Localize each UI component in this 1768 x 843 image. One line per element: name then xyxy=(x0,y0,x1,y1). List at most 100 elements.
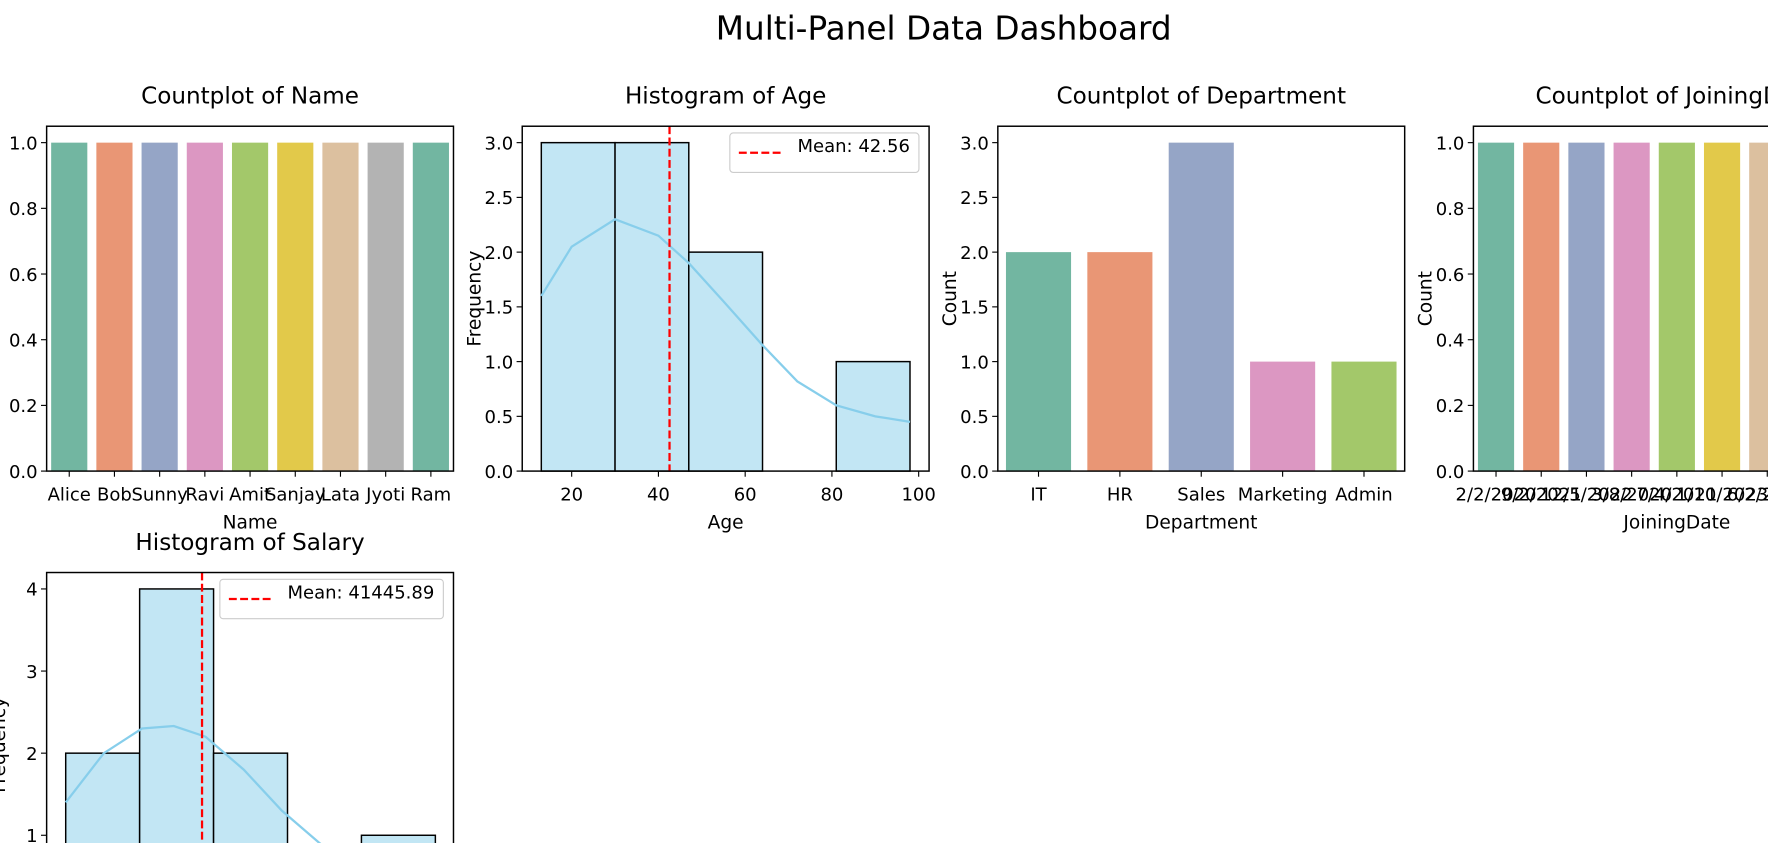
y-tick-label: 1.0 xyxy=(1436,133,1465,154)
y-tick-label: 2.5 xyxy=(960,188,989,209)
legend-label: Mean: 42.56 xyxy=(797,136,909,157)
x-tick-label: 7/4/2021 xyxy=(1636,484,1717,505)
y-tick-label: 1.0 xyxy=(485,352,514,373)
panel: Countplot of Name 0.0 0.2 0.4 0.6 0.8 1.0 Name A… xyxy=(9,84,455,534)
kde-curve xyxy=(540,218,911,423)
panel: Countplot of Department 0.0 0.5 1.0 1.5 2.0 2.… xyxy=(940,84,1406,534)
x-tick-label: Sanjay xyxy=(265,484,326,505)
y-tick-label: 0.6 xyxy=(9,265,38,286)
y-axis-label: Count xyxy=(940,271,961,326)
bar xyxy=(186,142,223,472)
y-tick-label: 0.0 xyxy=(960,462,989,483)
x-tick-label: Ram xyxy=(411,484,452,505)
x-axis-label: Department xyxy=(1145,513,1257,534)
legend-box xyxy=(219,578,444,620)
bar xyxy=(141,142,178,472)
histogram-bar xyxy=(688,251,764,472)
x-tick-label: Alice xyxy=(48,484,91,505)
panel-title: Countplot of JoiningDate xyxy=(1536,84,1768,110)
y-tick-label: 1.5 xyxy=(485,298,514,319)
panel-title: Histogram of Age xyxy=(625,84,826,110)
bar xyxy=(412,142,449,472)
x-tick-label: Jyoti xyxy=(365,484,405,505)
y-tick-label: 3.0 xyxy=(485,133,514,154)
histogram-bar xyxy=(64,752,141,843)
panel-title: Countplot of Department xyxy=(1056,84,1346,110)
x-tick-label: Lata xyxy=(321,484,360,505)
x-tick-label: 1/10/2023 xyxy=(1676,484,1768,505)
histogram-bar xyxy=(540,141,616,472)
x-tick-label: 12/5/2022 xyxy=(1540,484,1632,505)
x-tick-label: 6/2/2022 xyxy=(1727,484,1768,505)
bar xyxy=(1168,142,1234,472)
y-tick-label: 2.0 xyxy=(485,243,514,264)
histogram-bar xyxy=(212,752,289,843)
y-axis-label: Frequency xyxy=(0,697,10,793)
bar xyxy=(1568,142,1605,472)
x-tick-label: 2/2/2020 xyxy=(1456,484,1537,505)
panel-title: Histogram of Salary xyxy=(135,530,364,556)
bar xyxy=(277,142,314,472)
x-tick-label: Ravi xyxy=(185,484,224,505)
bar xyxy=(1250,361,1316,472)
x-axis-label: Name xyxy=(223,513,278,534)
x-tick-label: IT xyxy=(1030,484,1047,505)
y-tick-label: 0.0 xyxy=(485,462,514,483)
bar xyxy=(1005,252,1072,472)
x-axis-label: JoiningDate xyxy=(1622,513,1730,534)
x-tick-label: Sunny xyxy=(131,484,188,505)
axes-frame xyxy=(45,125,455,472)
y-tick-label: 3.0 xyxy=(960,133,989,154)
y-tick-label: 3 xyxy=(26,662,37,683)
panel: Histogram of Salary 1 2 3 4 Frequency Mean: 41… xyxy=(0,530,455,843)
panel: Countplot of JoiningDate 0.0 0.2 0.4 0.6 0.8 1… xyxy=(1416,84,1768,534)
x-tick-label: Admin xyxy=(1335,484,1392,505)
axes-frame xyxy=(45,571,455,843)
x-tick-label: Amit xyxy=(229,484,271,505)
x-tick-label: Bob xyxy=(97,484,132,505)
bar xyxy=(51,142,88,472)
x-tick-label: HR xyxy=(1107,484,1133,505)
bar xyxy=(1477,142,1515,472)
x-tick-label: 20 xyxy=(560,484,583,505)
y-tick-label: 0.0 xyxy=(1436,462,1465,483)
histogram-bar xyxy=(614,141,690,472)
y-tick-label: 1.0 xyxy=(960,352,989,373)
y-tick-label: 0.0 xyxy=(9,462,38,483)
bar xyxy=(1331,361,1397,472)
bar xyxy=(231,142,269,472)
bar xyxy=(1613,142,1650,472)
x-tick-label: 3/8/2020 xyxy=(1591,484,1672,505)
y-tick-label: 0.5 xyxy=(960,407,989,428)
bar xyxy=(367,142,404,472)
y-tick-label: 1.0 xyxy=(9,133,38,154)
kde-curve xyxy=(64,724,322,843)
axes-frame xyxy=(521,125,930,472)
y-tick-label: 4 xyxy=(26,580,37,601)
y-axis-label: Count xyxy=(1416,271,1437,326)
x-tick-label: Sales xyxy=(1177,484,1225,505)
y-tick-label: 0.8 xyxy=(9,199,38,220)
y-axis-label: Frequency xyxy=(465,251,486,347)
x-tick-label: 9/2/2021 xyxy=(1501,484,1582,505)
y-tick-label: 2 xyxy=(26,744,37,765)
axes-frame xyxy=(997,125,1406,472)
y-tick-label: 2.5 xyxy=(485,188,514,209)
y-tick-label: 0.4 xyxy=(9,330,38,351)
y-tick-label: 2.0 xyxy=(960,243,989,264)
x-tick-label: 40 xyxy=(647,484,670,505)
bar xyxy=(1523,142,1560,472)
bar xyxy=(1703,142,1741,472)
x-axis-label: Age xyxy=(708,513,744,534)
legend-label: Mean: 41445.89 xyxy=(287,582,434,603)
x-tick-label: 100 xyxy=(901,484,935,505)
y-tick-label: 0.5 xyxy=(485,407,514,428)
y-tick-label: 1 xyxy=(26,826,37,843)
y-tick-label: 0.6 xyxy=(1436,265,1465,286)
panel: Histogram of Age 0.0 0.5 1.0 1.5 2.0 2.5 3.0 Fre… xyxy=(465,84,936,534)
y-tick-label: 1.5 xyxy=(960,298,989,319)
legend-box xyxy=(729,132,920,173)
y-tick-label: 0.8 xyxy=(1436,199,1465,220)
